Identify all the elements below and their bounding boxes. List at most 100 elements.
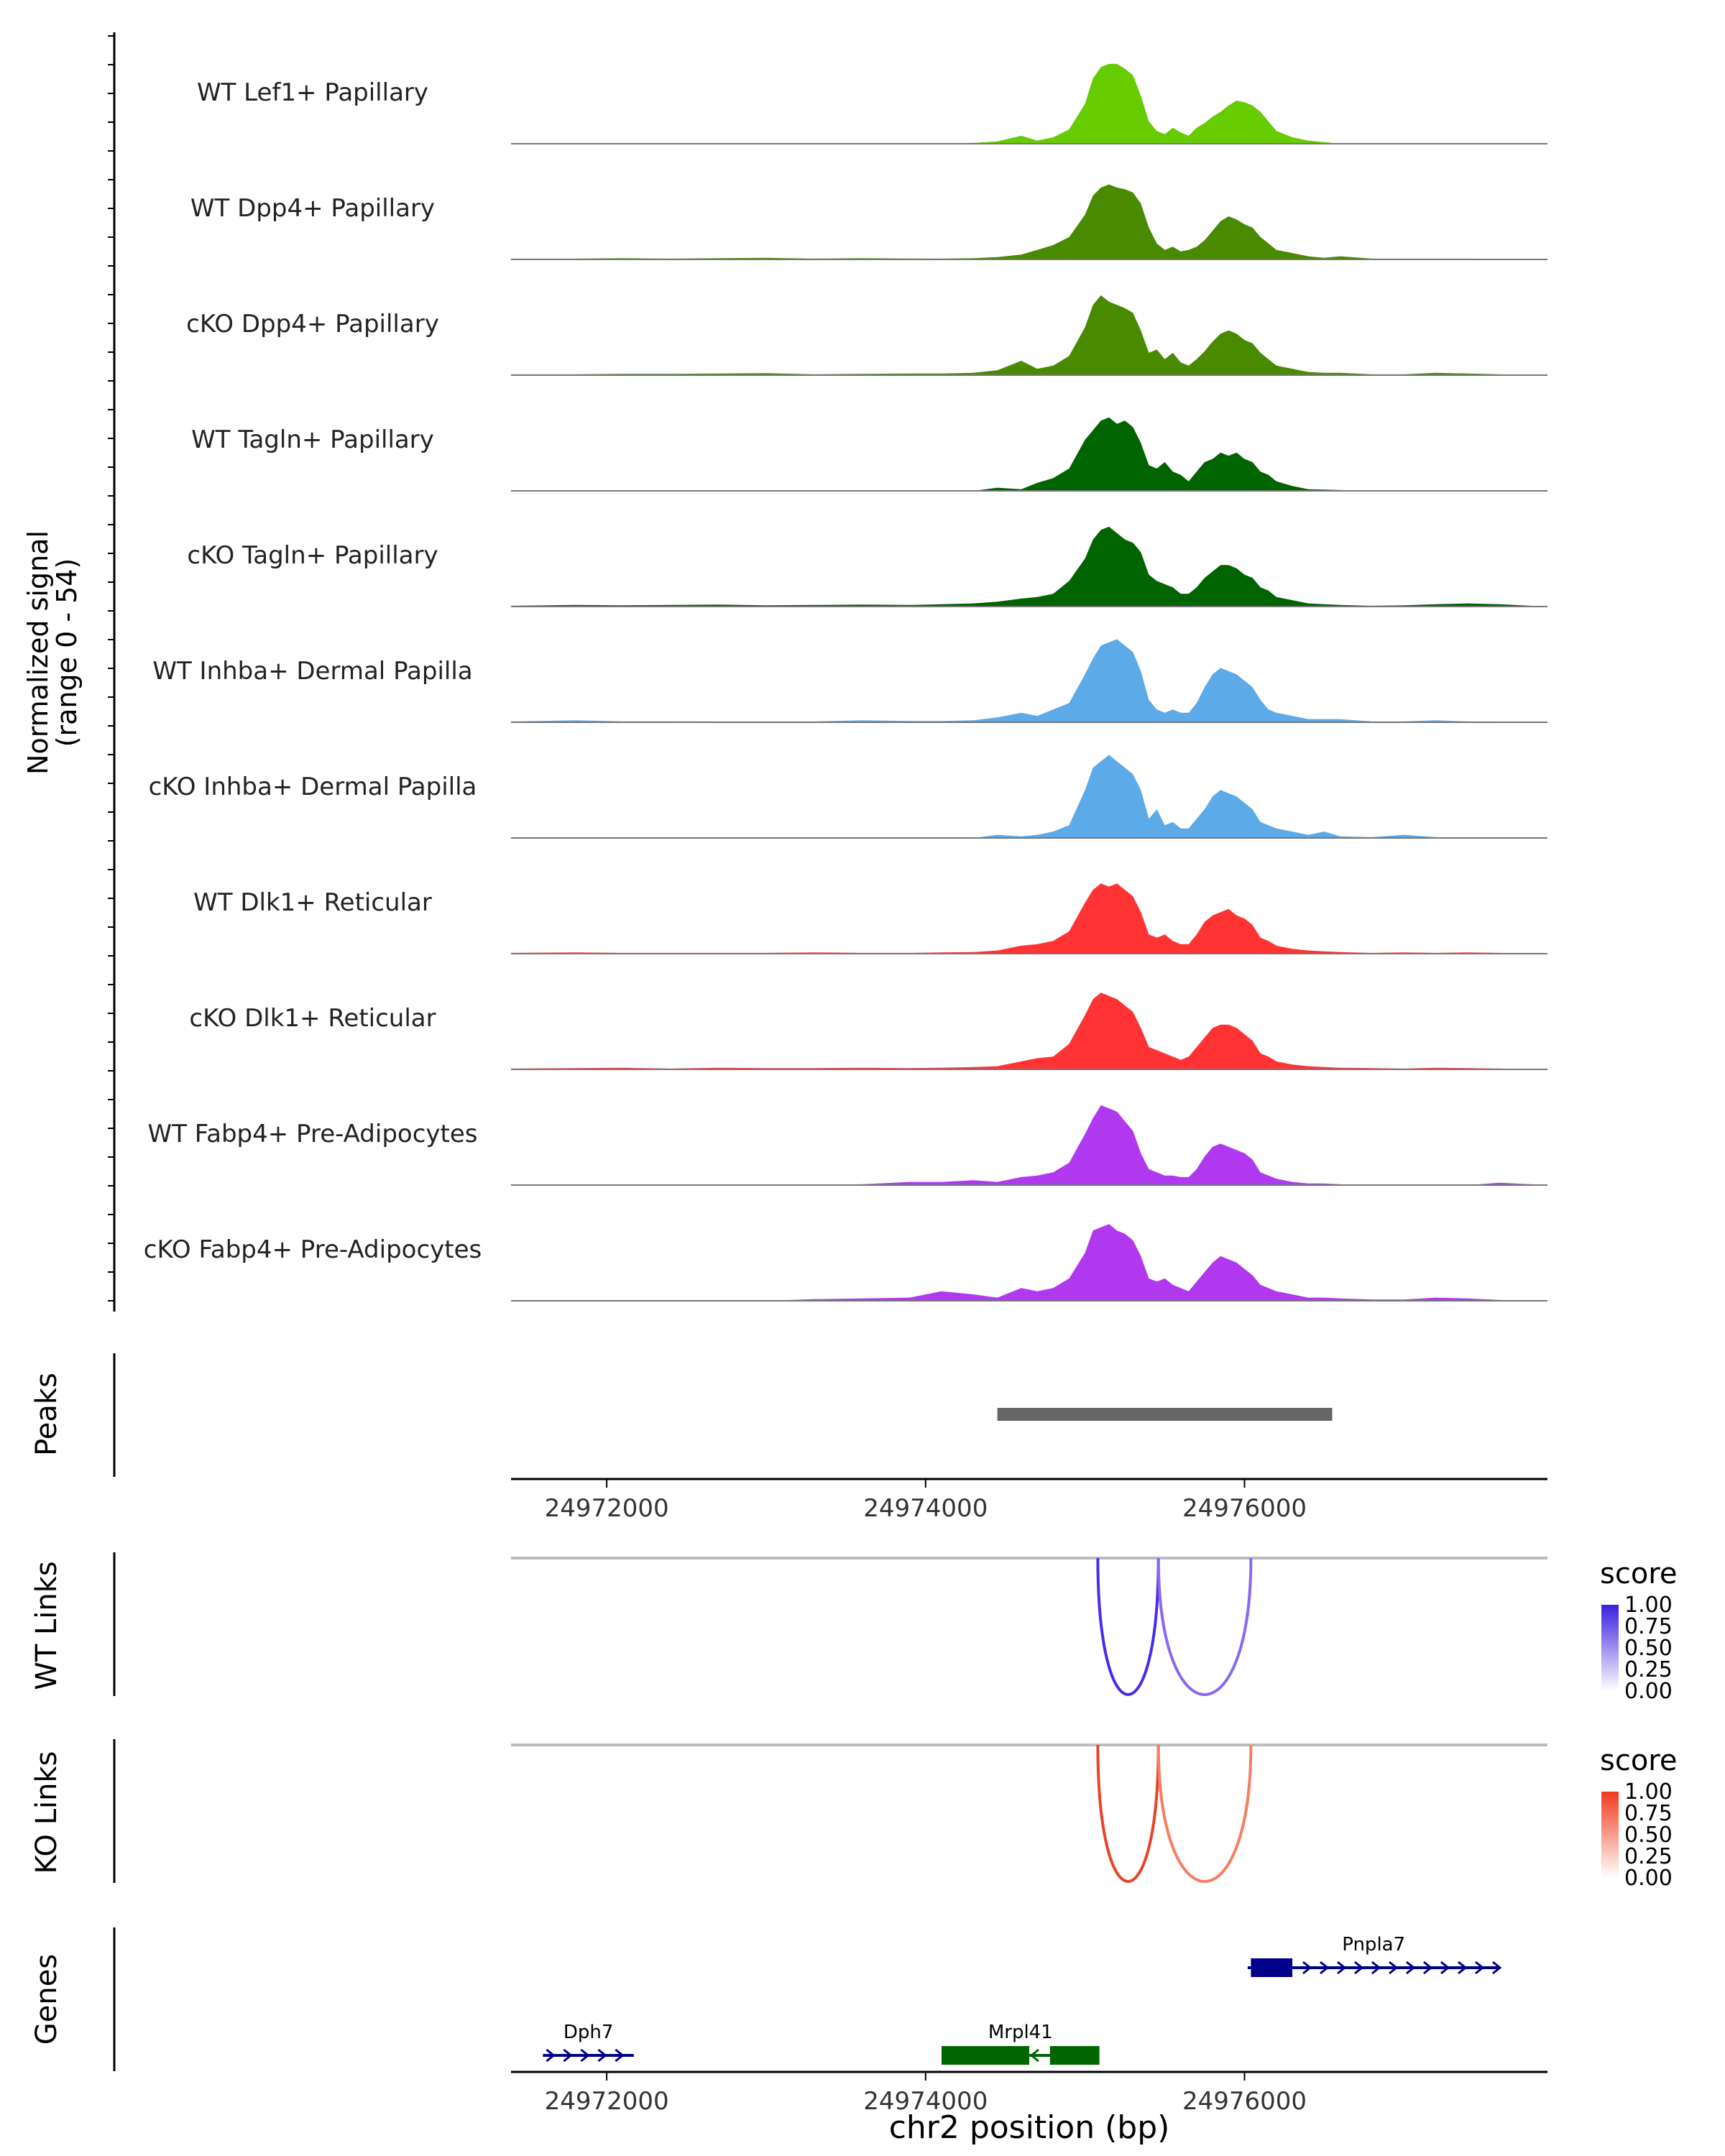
link-arc (1096, 1744, 1160, 1883)
legend-label: 1.00 (1624, 1593, 1673, 1618)
gene-exon (941, 2046, 1029, 2065)
strand-arrow (615, 2048, 625, 2063)
coverage-area-wt-dlk1-reticular (511, 883, 1547, 954)
legend-label: 1.00 (1624, 1779, 1673, 1805)
legend-label: 0.75 (1624, 1801, 1673, 1826)
peaks-track (997, 1408, 1333, 1421)
x-axis-title: chr2 position (bp) (889, 2109, 1170, 2146)
legend-label: 0.25 (1624, 1844, 1673, 1869)
gene-label: Pnpla7 (1342, 1934, 1405, 1955)
track-wt-tagln-papillary: WT Tagln+ Papillary (191, 417, 1547, 492)
track-cko-inhba-dermal-papilla: cKO Inhba+ Dermal Papilla (149, 755, 1547, 839)
coverage-tracks: WT Lef1+ Papillary WT Dpp4+ Papillary cKO … (144, 63, 1547, 1302)
track-label: WT Dlk1+ Reticular (193, 888, 432, 917)
legend-label: 0.75 (1624, 1614, 1673, 1639)
link-arc (1156, 1744, 1253, 1883)
wt-links-track (511, 1557, 1547, 1696)
coverage-area-wt-inhba-dermal-papilla (511, 639, 1547, 722)
genes-track-title: Genes (30, 1954, 63, 2045)
strand-arrow (1336, 1961, 1347, 1975)
ko-links-track-title: KO Links (30, 1751, 63, 1874)
track-label: WT Lef1+ Papillary (197, 78, 428, 107)
peak-bar (997, 1408, 1333, 1421)
track-label: WT Dpp4+ Papillary (190, 194, 435, 223)
strand-arrow (546, 2048, 556, 2063)
y-axis-title-line2: (range 0 - 54) (51, 558, 83, 747)
track-label: cKO Dlk1+ Reticular (189, 1004, 436, 1033)
legend-label: 0.00 (1624, 1866, 1673, 1891)
x-tick-label: 24974000 (863, 2087, 988, 2116)
track-cko-dlk1-reticular: cKO Dlk1+ Reticular (189, 992, 1547, 1070)
strand-arrow (1405, 1961, 1416, 1975)
strand-arrow (1491, 1961, 1502, 1975)
coverage-area-wt-fabp4-pre-adipocytes (511, 1105, 1547, 1185)
track-label: WT Fabp4+ Pre-Adipocytes (148, 1120, 478, 1148)
gene-mrpl41: Mrpl41 (941, 2022, 1100, 2065)
track-cko-tagln-papillary: cKO Tagln+ Papillary (187, 526, 1547, 607)
strand-arrow (1474, 1961, 1485, 1975)
track-cko-dpp4-papillary: cKO Dpp4+ Papillary (186, 295, 1547, 376)
x-axis-ticks-bottom: 24972000 24974000 24976000 (545, 2072, 1307, 2116)
wt-legend-title: score (1600, 1557, 1677, 1590)
strand-arrow (1302, 1961, 1312, 1975)
track-cko-fabp4-pre-adipocytes: cKO Fabp4+ Pre-Adipocytes (144, 1224, 1547, 1302)
gene-pnpla7: Pnpla7 (1247, 1934, 1502, 1977)
genes-track: Dph7 Mrpl41 Pnpla7 (543, 1934, 1502, 2065)
track-label: cKO Inhba+ Dermal Papilla (149, 773, 477, 801)
legend-label: 0.25 (1624, 1657, 1673, 1682)
coverage-area-cko-inhba-dermal-papilla (511, 755, 1547, 838)
x-tick-label: 24972000 (545, 2087, 669, 2116)
track-label: cKO Dpp4+ Papillary (186, 310, 439, 338)
wt-links-legend: score 1.000.750.500.250.00 (1600, 1557, 1677, 1704)
x-tick-label: 24972000 (545, 1494, 669, 1523)
wt-legend-colorbar (1601, 1605, 1619, 1691)
wt-legend-labels: 1.000.750.500.250.00 (1624, 1593, 1673, 1704)
ko-links-track (511, 1743, 1547, 1883)
gene-dph7: Dph7 (543, 2022, 634, 2063)
x-tick-label: 24976000 (1182, 2087, 1307, 2116)
strand-arrow (580, 2048, 590, 2063)
strand-arrow (1353, 1961, 1364, 1975)
strand-arrow (1319, 1961, 1330, 1975)
coverage-area-wt-tagln-papillary (511, 417, 1547, 491)
track-label: WT Tagln+ Papillary (191, 425, 434, 454)
coverage-area-cko-fabp4-pre-adipocytes (511, 1224, 1547, 1301)
strand-arrow (1457, 1961, 1468, 1975)
gene-label: Dph7 (564, 2022, 614, 2043)
track-wt-lef1-papillary: WT Lef1+ Papillary (197, 63, 1547, 144)
strand-arrow (1422, 1961, 1433, 1975)
legend-label: 0.50 (1624, 1636, 1673, 1661)
x-axis-ticks-middle: 24972000 24974000 24976000 (545, 1479, 1307, 1523)
coverage-y-ticks (108, 35, 114, 1302)
track-wt-dlk1-reticular: WT Dlk1+ Reticular (193, 883, 1547, 954)
ko-legend-labels: 1.000.750.500.250.00 (1624, 1779, 1673, 1891)
ko-legend-title: score (1600, 1744, 1677, 1777)
gene-exon (1251, 1958, 1293, 1977)
strand-arrow (1029, 2048, 1039, 2063)
coverage-area-cko-dlk1-reticular (511, 992, 1547, 1069)
strand-arrow (1440, 1961, 1450, 1975)
x-tick-label: 24976000 (1182, 1494, 1307, 1523)
strand-arrow (563, 2048, 573, 2063)
strand-arrow (1371, 1961, 1381, 1975)
coverage-area-cko-tagln-papillary (511, 526, 1547, 607)
track-label: cKO Tagln+ Papillary (187, 541, 438, 570)
peaks-track-title: Peaks (30, 1373, 63, 1456)
ko-legend-colorbar (1601, 1792, 1619, 1878)
track-label: WT Inhba+ Dermal Papilla (152, 657, 472, 686)
wt-links-track-title: WT Links (30, 1561, 63, 1690)
coverage-area-wt-lef1-papillary (511, 63, 1547, 144)
legend-label: 0.00 (1624, 1679, 1673, 1704)
link-arc (1156, 1557, 1253, 1696)
legend-label: 0.50 (1624, 1823, 1673, 1848)
y-axis-title-line1: Normalized signal (22, 530, 54, 775)
track-wt-inhba-dermal-papilla: WT Inhba+ Dermal Papilla (152, 639, 1547, 723)
gene-label: Mrpl41 (988, 2022, 1053, 2043)
strand-arrow (1388, 1961, 1399, 1975)
link-arc (1096, 1557, 1160, 1696)
gene-exon (1049, 2046, 1100, 2065)
track-wt-dpp4-papillary: WT Dpp4+ Papillary (190, 184, 1547, 260)
x-tick-label: 24974000 (863, 1494, 988, 1523)
coverage-area-wt-dpp4-papillary (511, 184, 1547, 259)
